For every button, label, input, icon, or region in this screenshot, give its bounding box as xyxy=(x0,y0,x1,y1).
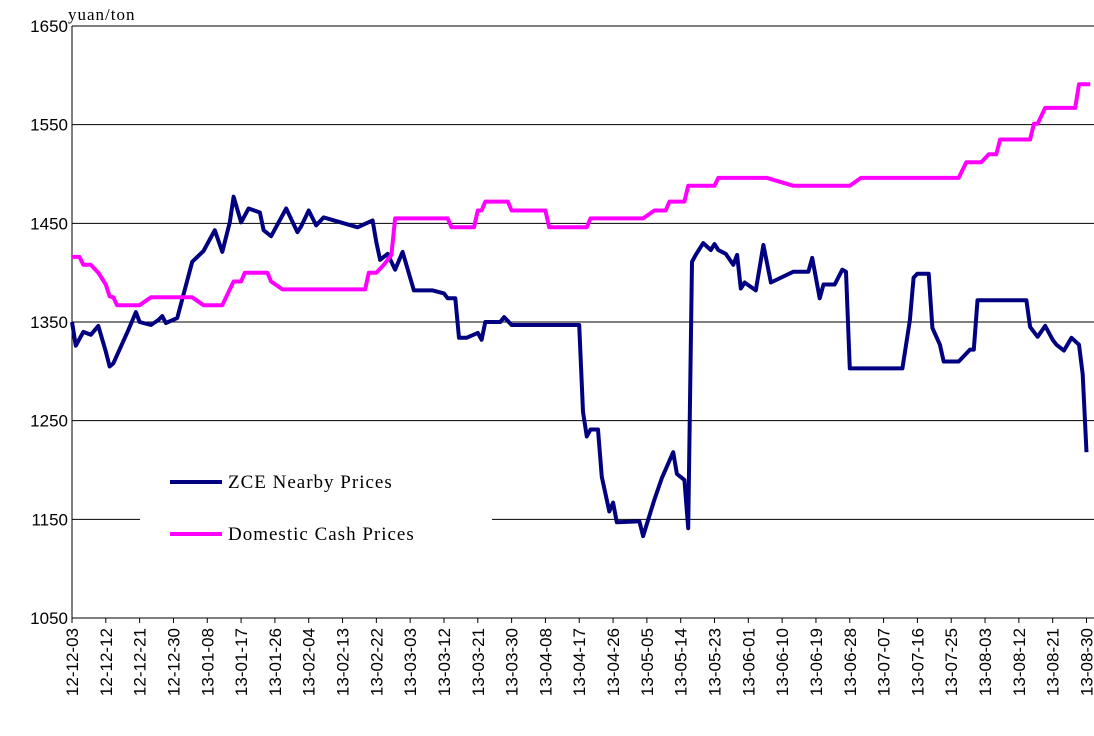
y-tick-label: 1550 xyxy=(30,116,68,135)
x-tick-label: 13-02-04 xyxy=(300,628,319,696)
series-line xyxy=(72,82,1091,308)
legend-label: ZCE Nearby Prices xyxy=(228,472,393,493)
y-axis-label: yuan/ton xyxy=(68,5,136,24)
x-tick-label: 13-07-16 xyxy=(908,628,927,696)
x-tick-label: 12-12-12 xyxy=(97,628,116,696)
x-tick-label: 13-03-21 xyxy=(469,628,488,696)
x-tick-label: 13-04-26 xyxy=(604,628,623,696)
x-tick-label: 13-03-12 xyxy=(435,628,454,696)
x-tick-label: 13-08-12 xyxy=(1010,628,1029,696)
y-tick-label: 1450 xyxy=(30,214,68,233)
x-tick-label: 13-01-26 xyxy=(266,628,285,696)
y-tick-label: 1250 xyxy=(30,412,68,431)
x-tick-label: 13-01-08 xyxy=(198,628,217,696)
x-tick-label: 13-04-08 xyxy=(536,628,555,696)
y-tick-label: 1650 xyxy=(30,17,68,36)
x-tick-label: 13-08-21 xyxy=(1044,628,1063,696)
x-tick-label: 13-05-23 xyxy=(706,628,725,696)
x-tick-label: 13-07-25 xyxy=(942,628,961,696)
x-tick-label: 13-06-10 xyxy=(773,628,792,696)
x-tick-label: 13-06-01 xyxy=(739,628,758,696)
y-tick-label: 1350 xyxy=(30,313,68,332)
x-tick-label: 13-06-19 xyxy=(807,628,826,696)
x-tick-label: 13-02-13 xyxy=(334,628,353,696)
x-tick-label: 13-08-03 xyxy=(976,628,995,696)
x-tick-label: 13-03-30 xyxy=(503,628,522,696)
x-tick-label: 13-01-17 xyxy=(232,628,251,696)
legend-label: Domestic Cash Prices xyxy=(228,524,415,545)
series-line xyxy=(70,194,1089,539)
legend-box xyxy=(140,462,492,556)
y-tick-label: 1050 xyxy=(30,609,68,628)
x-tick-label: 13-02-22 xyxy=(367,628,386,696)
x-tick-label: 13-04-17 xyxy=(570,628,589,696)
x-tick-label: 13-05-05 xyxy=(638,628,657,696)
x-tick-label: 12-12-03 xyxy=(63,628,82,696)
x-tick-label: 13-03-03 xyxy=(401,628,420,696)
x-tick-label: 13-08-30 xyxy=(1077,628,1094,696)
x-tick-label: 13-06-28 xyxy=(841,628,860,696)
x-tick-label: 13-05-14 xyxy=(672,628,691,696)
x-tick-label: 13-07-07 xyxy=(875,628,894,696)
x-tick-label: 12-12-21 xyxy=(131,628,150,696)
y-tick-label: 1150 xyxy=(31,510,68,529)
x-tick-label: 12-12-30 xyxy=(164,628,183,696)
